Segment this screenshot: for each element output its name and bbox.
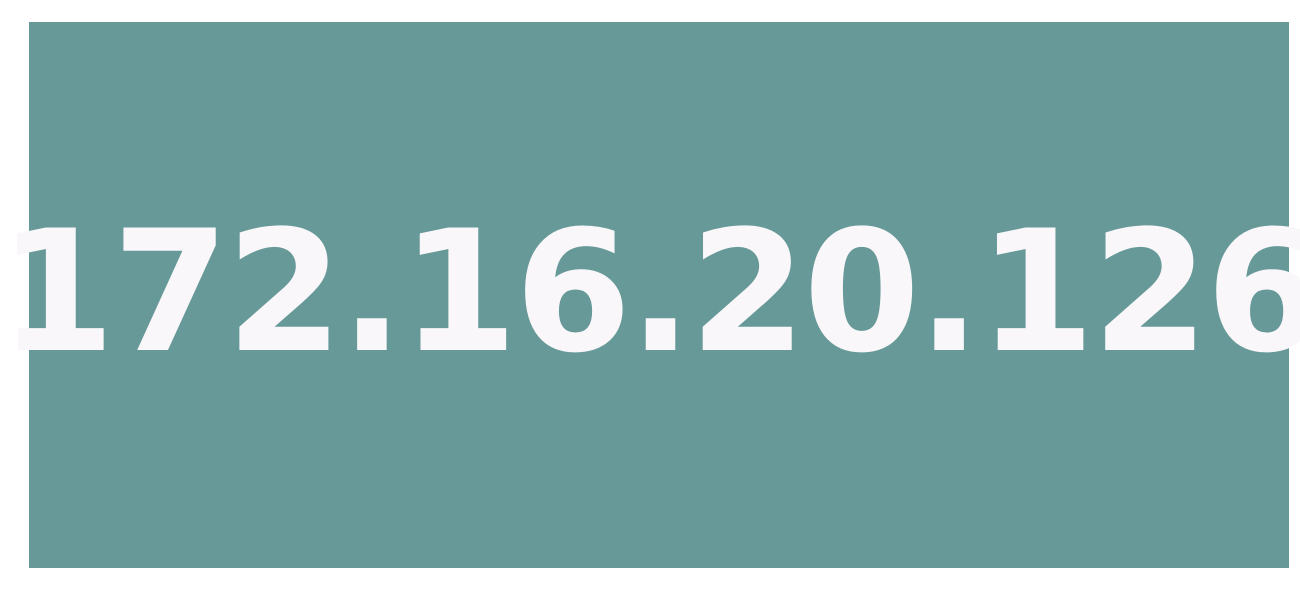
- ip-address-panel: 172.16.20.126: [0, 22, 1300, 568]
- ip-address-text: 172.16.20.126: [0, 194, 1300, 390]
